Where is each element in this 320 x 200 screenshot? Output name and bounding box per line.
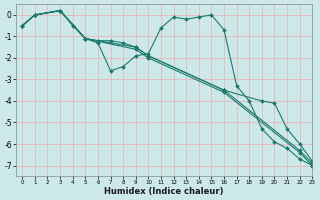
X-axis label: Humidex (Indice chaleur): Humidex (Indice chaleur) — [104, 187, 224, 196]
